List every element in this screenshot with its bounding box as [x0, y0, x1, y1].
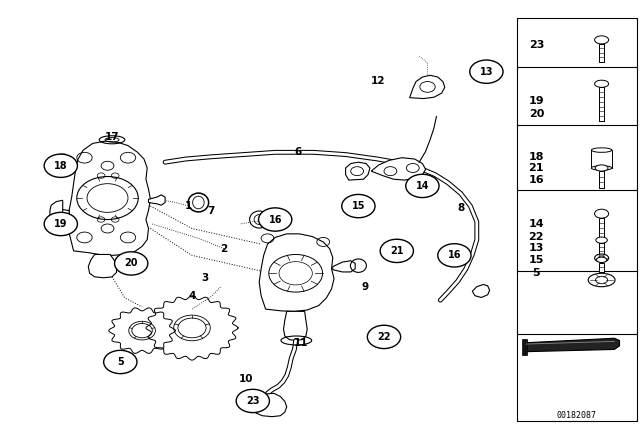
Circle shape — [44, 154, 77, 177]
Text: 20: 20 — [124, 258, 138, 268]
Polygon shape — [58, 215, 68, 226]
Polygon shape — [88, 254, 116, 278]
Circle shape — [438, 244, 471, 267]
Polygon shape — [148, 195, 165, 205]
Text: 19: 19 — [54, 219, 68, 229]
Bar — [599, 44, 605, 62]
Text: 16: 16 — [529, 175, 544, 185]
Circle shape — [406, 174, 439, 198]
Bar — [517, 18, 637, 421]
Ellipse shape — [591, 148, 612, 152]
Text: 21: 21 — [390, 246, 404, 256]
Polygon shape — [333, 261, 355, 272]
Ellipse shape — [595, 209, 609, 218]
Text: 14: 14 — [415, 181, 429, 191]
Bar — [522, 339, 527, 355]
Ellipse shape — [588, 273, 615, 287]
Text: 4: 4 — [188, 291, 196, 301]
Text: 00182087: 00182087 — [557, 411, 597, 420]
Circle shape — [104, 350, 137, 374]
Text: 13: 13 — [529, 243, 544, 253]
Text: 7: 7 — [207, 206, 215, 215]
Polygon shape — [346, 162, 370, 180]
Text: 23: 23 — [529, 40, 544, 50]
Polygon shape — [58, 209, 69, 225]
Text: 12: 12 — [371, 76, 385, 86]
Circle shape — [367, 325, 401, 349]
Text: 5: 5 — [532, 268, 540, 278]
Ellipse shape — [591, 166, 612, 170]
Text: 11: 11 — [294, 338, 308, 348]
Text: 1: 1 — [185, 201, 193, 211]
Text: 23: 23 — [246, 396, 260, 406]
Polygon shape — [259, 234, 334, 311]
Circle shape — [342, 194, 375, 218]
Text: 22: 22 — [377, 332, 391, 342]
Text: 19: 19 — [529, 96, 544, 106]
Ellipse shape — [595, 254, 609, 262]
Ellipse shape — [595, 165, 608, 171]
Bar — [591, 150, 612, 168]
Text: 15: 15 — [351, 201, 365, 211]
Bar — [599, 87, 604, 121]
Circle shape — [236, 389, 269, 413]
Bar — [599, 171, 604, 188]
Text: 3: 3 — [201, 273, 209, 283]
Polygon shape — [472, 284, 490, 297]
Polygon shape — [526, 338, 620, 352]
Circle shape — [470, 60, 503, 83]
Ellipse shape — [596, 237, 607, 243]
Circle shape — [259, 208, 292, 231]
Ellipse shape — [595, 80, 609, 87]
Ellipse shape — [598, 256, 605, 260]
Text: 18: 18 — [529, 152, 544, 162]
Bar — [599, 218, 605, 243]
Text: 17: 17 — [105, 132, 119, 142]
Text: 21: 21 — [529, 163, 544, 173]
Polygon shape — [50, 200, 63, 225]
Polygon shape — [371, 158, 426, 180]
Text: 5: 5 — [117, 357, 124, 367]
Ellipse shape — [596, 276, 607, 284]
Bar — [600, 243, 604, 254]
Text: 18: 18 — [54, 161, 68, 171]
Polygon shape — [69, 141, 150, 255]
Polygon shape — [410, 75, 445, 99]
Text: 13: 13 — [479, 67, 493, 77]
Text: 9: 9 — [361, 282, 369, 292]
Polygon shape — [58, 154, 68, 166]
Text: 22: 22 — [529, 232, 544, 241]
Text: 8: 8 — [457, 203, 465, 213]
Text: 6: 6 — [294, 147, 301, 157]
Circle shape — [115, 252, 148, 275]
Circle shape — [380, 239, 413, 263]
Text: 20: 20 — [529, 109, 544, 119]
Text: 15: 15 — [529, 255, 544, 265]
Text: 10: 10 — [239, 374, 253, 383]
Text: 16: 16 — [268, 215, 282, 224]
Ellipse shape — [596, 257, 607, 263]
Circle shape — [44, 212, 77, 236]
Polygon shape — [253, 393, 287, 417]
Text: 2: 2 — [220, 244, 228, 254]
Polygon shape — [284, 311, 307, 340]
Text: 16: 16 — [447, 250, 461, 260]
Bar — [600, 263, 604, 272]
Text: 14: 14 — [529, 219, 544, 229]
Ellipse shape — [595, 36, 609, 44]
